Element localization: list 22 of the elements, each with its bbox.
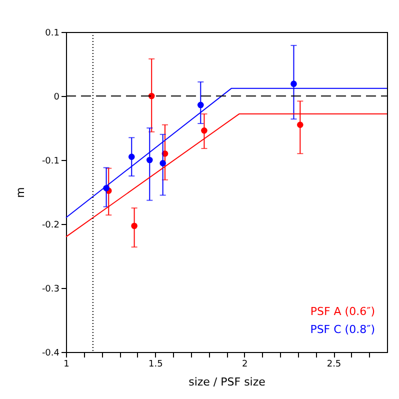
point — [201, 127, 208, 134]
text: PSF A (0.6″) — [310, 305, 375, 318]
text: PSF C (0.8″) — [310, 323, 375, 336]
x-tick-label: 2.5 — [326, 360, 342, 370]
x-tick-label: 1.5 — [148, 360, 163, 370]
y-tick-label: 0 — [54, 92, 60, 102]
point — [146, 156, 153, 164]
point — [197, 102, 204, 108]
y-tick-label: -0.3 — [42, 284, 60, 294]
point — [131, 222, 138, 230]
x-axis-title: size / PSF size — [188, 376, 266, 388]
y-axis-title: m — [14, 187, 27, 198]
point — [160, 160, 166, 166]
y-tick-label: -0.1 — [42, 156, 60, 166]
y-tick-label: 0.1 — [45, 28, 60, 38]
y-tick-label: -0.4 — [42, 348, 60, 358]
x-tick-label: 1 — [64, 360, 70, 370]
y-tick-label: -0.2 — [42, 220, 60, 230]
point — [296, 122, 304, 128]
point — [290, 80, 297, 87]
point — [128, 154, 135, 160]
x-tick-label: 2 — [242, 360, 248, 370]
